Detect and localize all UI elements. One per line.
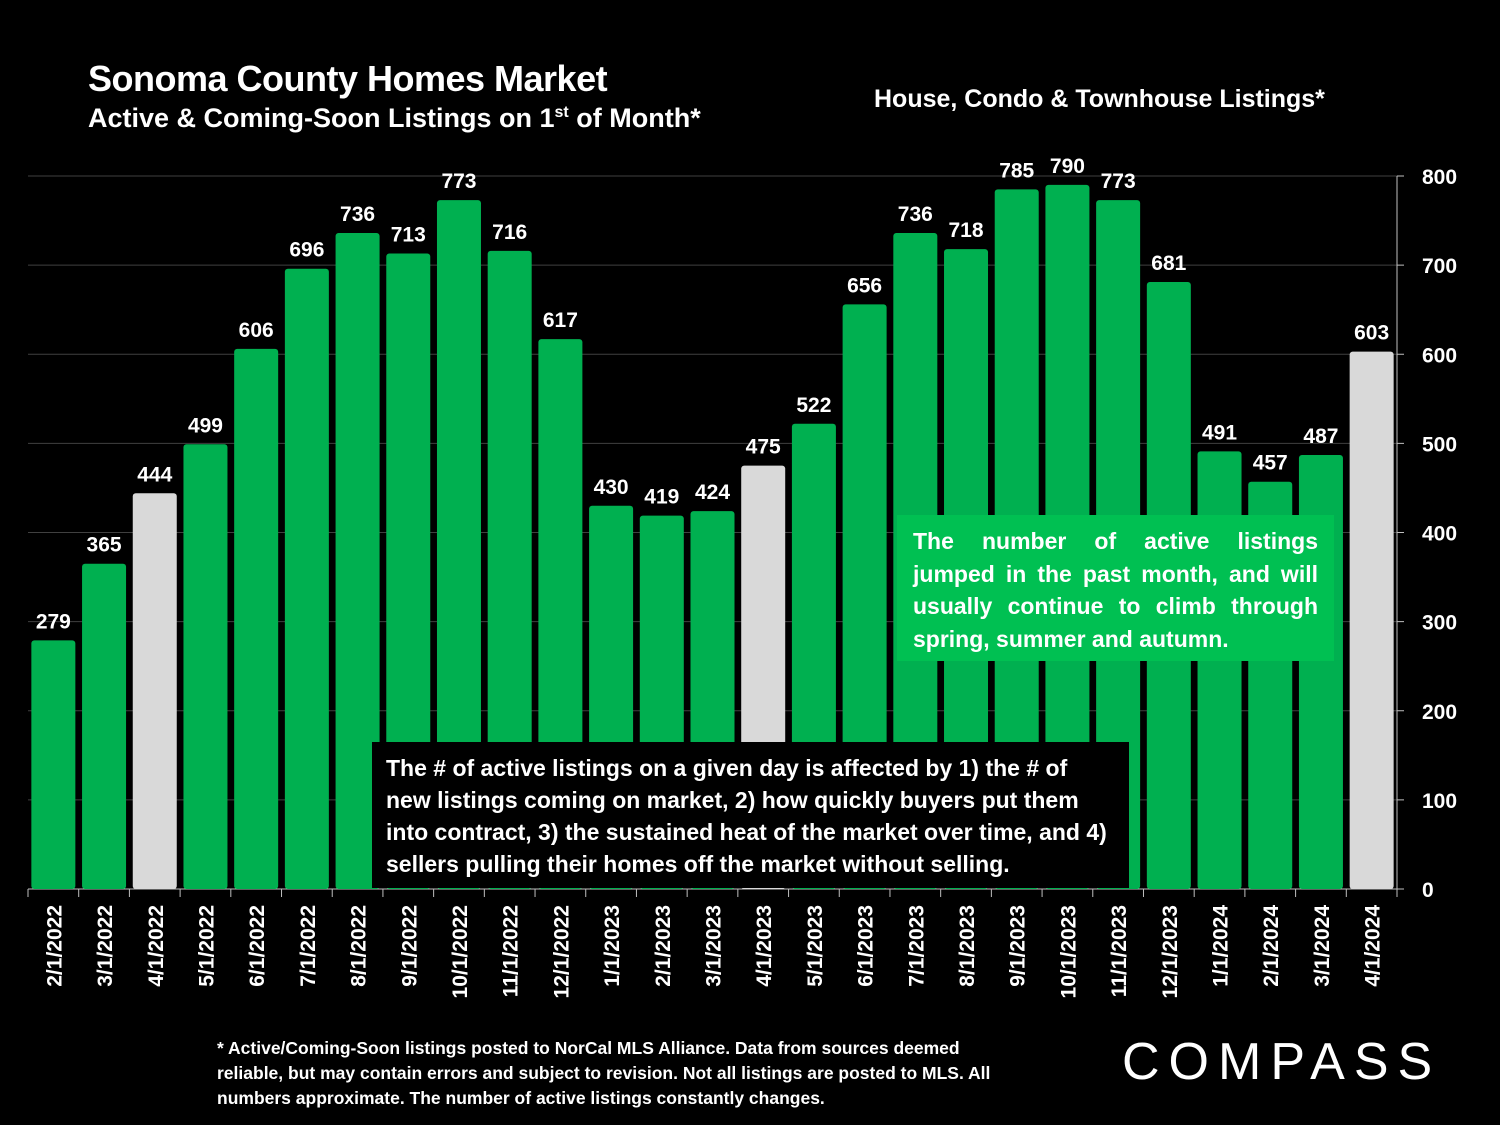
x-tick-label: 2/1/2023 (652, 905, 675, 987)
data-label: 279 (36, 610, 71, 633)
y-tick-label: 400 (1422, 523, 1457, 546)
data-label: 736 (898, 203, 933, 226)
data-label: 713 (391, 224, 426, 247)
data-label: 617 (543, 309, 578, 332)
y-tick-label: 800 (1422, 166, 1457, 189)
x-tick-label: 8/1/2023 (956, 905, 979, 987)
x-tick-label: 11/1/2022 (500, 905, 523, 997)
bar-9-1-2022 (386, 253, 431, 889)
bar-8-1-2022 (335, 233, 380, 890)
data-label: 499 (188, 414, 223, 437)
data-label: 430 (594, 476, 629, 499)
x-tick-label: 7/1/2022 (297, 905, 320, 987)
y-tick-label: 500 (1422, 433, 1457, 456)
bar-2-1-2022 (31, 640, 76, 889)
x-tick-label: 7/1/2023 (905, 905, 928, 987)
x-tick-label: 10/1/2023 (1057, 905, 1080, 998)
bar-6-1-2022 (234, 348, 279, 890)
x-tick-label: 5/1/2022 (195, 905, 218, 987)
callout-explanation-text: The # of active listings on a given day … (386, 755, 1107, 877)
data-label: 475 (746, 436, 781, 459)
data-label: 419 (644, 486, 679, 509)
compass-logo: COMPASS (1122, 1033, 1442, 1091)
data-label: 716 (492, 221, 527, 244)
data-label: 773 (441, 170, 476, 193)
data-label: 790 (1050, 155, 1085, 178)
data-label: 656 (847, 274, 882, 297)
data-label: 522 (796, 394, 831, 417)
data-label: 606 (239, 319, 274, 342)
x-tick-label: 12/1/2023 (1159, 905, 1182, 998)
data-label: 718 (948, 219, 983, 242)
x-tick-label: 4/1/2022 (145, 905, 168, 987)
x-tick-label: 8/1/2022 (348, 905, 371, 987)
x-tick-label: 9/1/2023 (1007, 905, 1030, 987)
bar-4-1-2024 (1349, 351, 1394, 889)
x-tick-label: 12/1/2022 (550, 905, 573, 998)
x-tick-label: 6/1/2022 (246, 905, 269, 987)
x-tick-label: 3/1/2023 (703, 905, 726, 987)
callout-seasonal-note: The number of active listings jumped in … (897, 515, 1334, 661)
x-tick-label: 5/1/2023 (804, 905, 827, 987)
y-tick-label: 300 (1422, 612, 1457, 635)
subtitle-text-end: of Month* (568, 103, 701, 133)
callout-explanation: The # of active listings on a given day … (372, 742, 1129, 888)
x-tick-label: 2/1/2022 (43, 905, 66, 987)
bar-7-1-2022 (284, 268, 329, 889)
data-label: 365 (87, 534, 122, 557)
x-tick-label: 4/1/2023 (753, 905, 776, 987)
x-tick-label: 9/1/2022 (398, 905, 421, 987)
bar-10-1-2022 (436, 200, 481, 890)
y-tick-label: 0 (1422, 879, 1434, 902)
y-tick-label: 100 (1422, 790, 1457, 813)
x-tick-label: 11/1/2023 (1108, 905, 1131, 997)
x-tick-label: 3/1/2022 (94, 905, 117, 987)
chart-title: Sonoma County Homes Market (88, 58, 608, 99)
bar-4-1-2022 (132, 493, 177, 889)
data-label: 785 (999, 159, 1034, 182)
subtitle-superscript: st (554, 104, 569, 121)
callout-seasonal-text: The number of active listings jumped in … (913, 528, 1318, 652)
chart-subtitle: Active & Coming-Soon Listings on 1st of … (88, 103, 701, 134)
x-tick-label: 3/1/2024 (1311, 905, 1334, 987)
y-tick-label: 200 (1422, 701, 1457, 724)
x-tick-label: 1/1/2024 (1210, 905, 1233, 987)
data-label: 603 (1354, 322, 1389, 345)
data-label: 424 (695, 481, 730, 504)
y-tick-label: 700 (1422, 255, 1457, 278)
data-label: 487 (1303, 425, 1338, 448)
x-tick-label: 6/1/2023 (855, 905, 878, 987)
subtitle-text: Active & Coming-Soon Listings on 1 (88, 103, 555, 133)
x-tick-label: 10/1/2022 (449, 905, 472, 998)
x-tick-label: 2/1/2024 (1260, 905, 1283, 987)
x-tick-label: 1/1/2023 (601, 905, 624, 987)
y-tick-label: 600 (1422, 344, 1457, 367)
footnote: * Active/Coming-Soon listings posted to … (217, 1038, 991, 1108)
bar-5-1-2022 (183, 444, 228, 889)
data-label: 773 (1101, 170, 1136, 193)
listing-type-title: House, Condo & Townhouse Listings* (874, 85, 1325, 113)
data-label: 696 (289, 239, 324, 262)
data-label: 681 (1151, 252, 1186, 275)
data-label: 457 (1253, 452, 1288, 475)
data-label: 736 (340, 203, 375, 226)
x-tick-label: 4/1/2024 (1362, 905, 1385, 987)
bar-3-1-2022 (82, 563, 127, 889)
data-label: 491 (1202, 421, 1237, 444)
bar-11-1-2022 (487, 250, 532, 890)
data-label: 444 (137, 463, 172, 486)
